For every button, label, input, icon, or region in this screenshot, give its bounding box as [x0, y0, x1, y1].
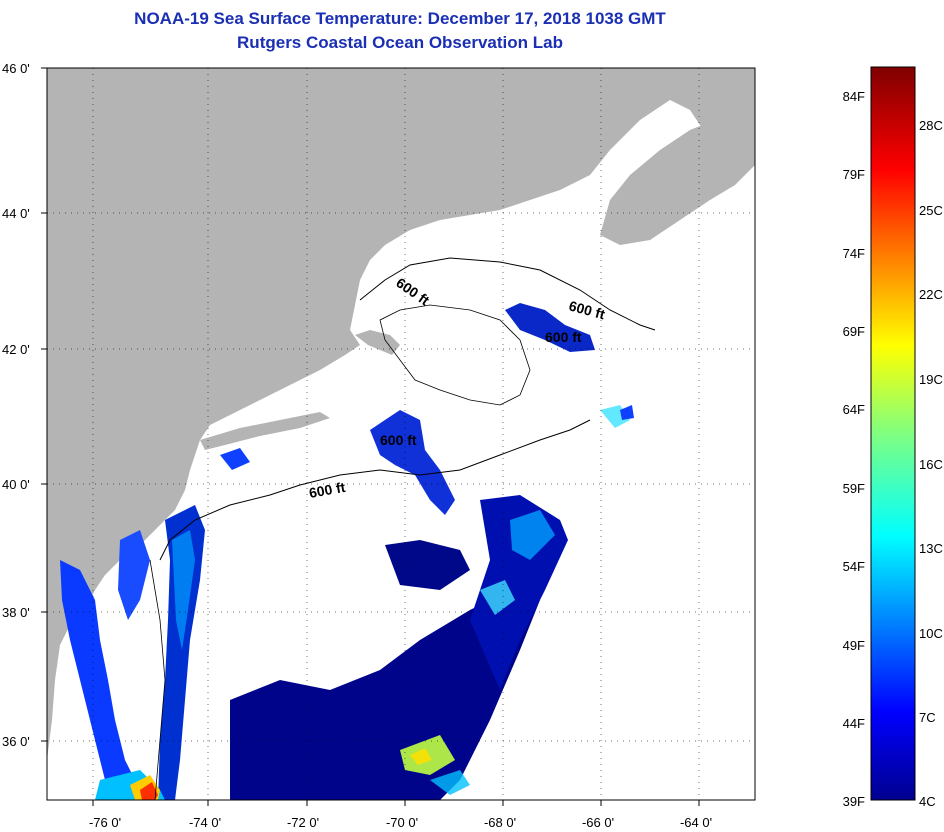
coastal-band-2: [172, 530, 195, 650]
offshore-patch-5: [410, 748, 432, 765]
lon-label: -70 0': [386, 815, 418, 830]
graticule: [47, 68, 755, 800]
long-island-sound: [220, 448, 250, 470]
land-nova-scotia: [600, 120, 755, 245]
land-cape-cod: [355, 330, 400, 355]
chesapeake-bay: [60, 560, 140, 800]
map-title: NOAA-19 Sea Surface Temperature: Decembe…: [134, 9, 666, 28]
delaware-bay: [118, 530, 150, 620]
colorbar-c-label: 7C: [919, 710, 936, 725]
colorbar-c-label: 28C: [919, 118, 943, 133]
gulf-stream-red: [140, 782, 158, 800]
colorbar: [870, 66, 916, 801]
colorbar-c-label: 22C: [919, 287, 943, 302]
land-long-island: [200, 412, 330, 450]
lon-label: -74 0': [189, 815, 221, 830]
isobath-label-3: 600 ft: [545, 329, 582, 345]
map-subtitle: Rutgers Coastal Ocean Observation Lab: [237, 33, 563, 52]
lat-label: 40 0': [2, 477, 30, 492]
offshore-patch-2: [480, 580, 515, 615]
colorbar-f-label: 74F: [843, 246, 865, 261]
lon-label: -64 0': [680, 815, 712, 830]
lon-label: -68 0': [484, 815, 516, 830]
east-patch: [620, 405, 634, 420]
lon-label: -66 0': [582, 815, 614, 830]
colorbar-f-label: 54F: [843, 559, 865, 574]
isobath-label-4: 600 ft: [380, 432, 417, 448]
offshore-patch-1: [510, 510, 555, 560]
colorbar-f-label: 39F: [843, 794, 865, 809]
lat-label: 42 0': [2, 342, 30, 357]
colorbar-f-label: 84F: [843, 89, 865, 104]
lat-label: 36 0': [2, 734, 30, 749]
colorbar-c-label: 4C: [919, 794, 936, 809]
lon-label: -76 0': [89, 815, 121, 830]
offshore-patch-4: [430, 770, 470, 795]
georges-bank-patch: [370, 410, 455, 515]
isobath-600ft-shelf: [159, 419, 591, 561]
axis-ticks: [41, 67, 700, 806]
coastal-band: [158, 505, 205, 800]
browns-bank-patch: [505, 303, 595, 352]
lon-label: -72 0': [287, 815, 319, 830]
colorbar-c-label: 19C: [919, 372, 943, 387]
colorbar-c-label: 25C: [919, 203, 943, 218]
map-border: [46, 67, 756, 801]
colorbar-c-label: 16C: [919, 457, 943, 472]
lat-label: 38 0': [2, 605, 30, 620]
colorbar-f-label: 79F: [843, 167, 865, 182]
colorbar-f-label: 69F: [843, 324, 865, 339]
isobath-600ft-gom: [359, 257, 656, 331]
isobath-600ft-inner: [379, 304, 531, 406]
offshore-blob-mid: [385, 540, 470, 590]
lat-label: 44 0': [2, 206, 30, 221]
colorbar-c-label: 13C: [919, 541, 943, 556]
isobath-coastal: [149, 559, 166, 800]
offshore-cold-swath: [230, 590, 540, 800]
colorbar-c-label: 10C: [919, 626, 943, 641]
lat-label: 46 0': [2, 61, 30, 76]
colorbar-f-label: 44F: [843, 716, 865, 731]
colorbar-f-label: 49F: [843, 638, 865, 653]
colorbar-f-label: 64F: [843, 402, 865, 417]
land-mainland: [47, 68, 755, 760]
colorbar-f-label: 59F: [843, 481, 865, 496]
